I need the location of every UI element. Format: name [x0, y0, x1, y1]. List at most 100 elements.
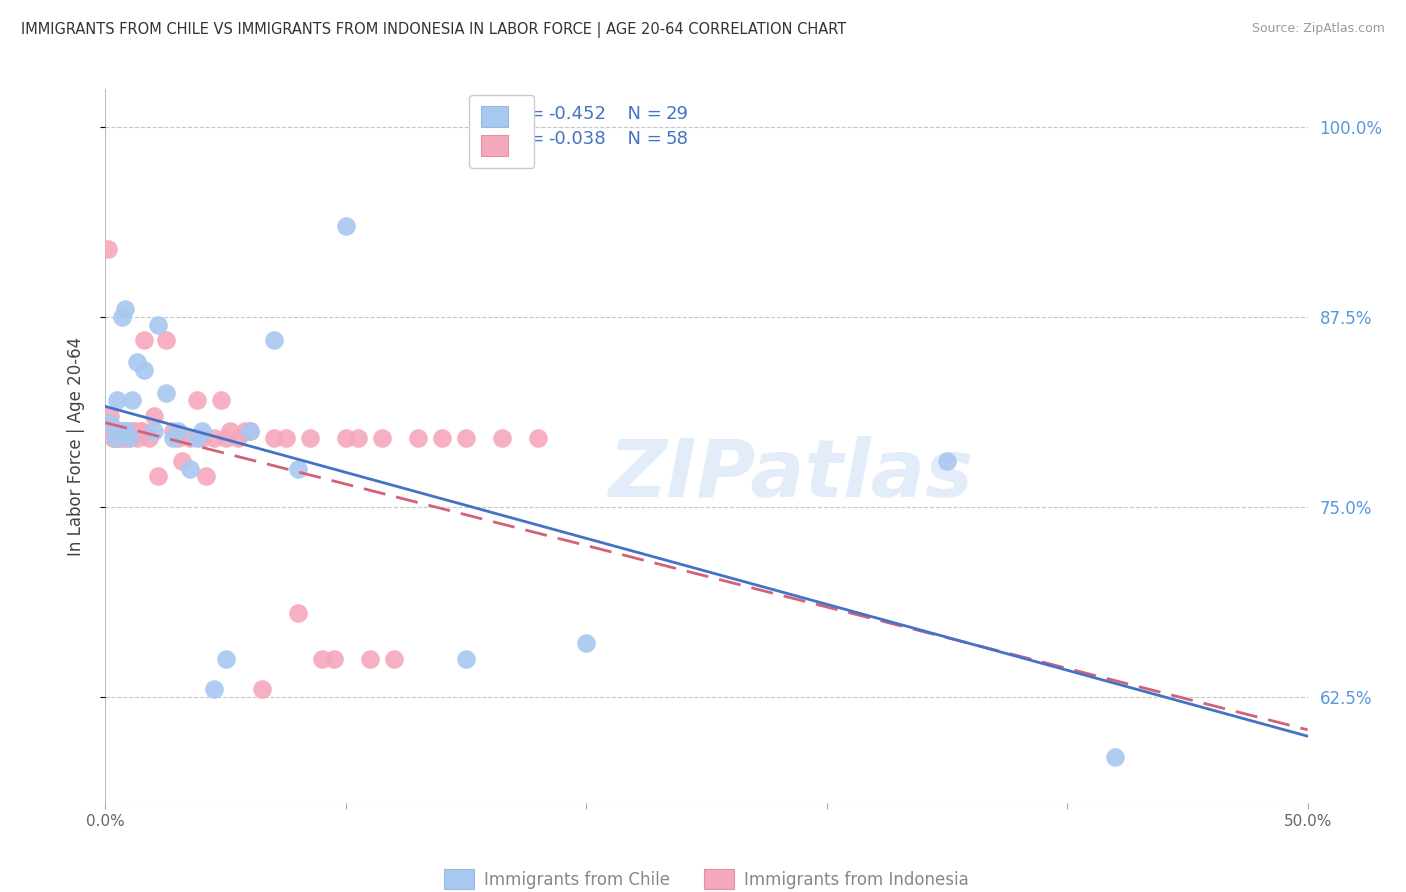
Point	[131, 424, 153, 438]
Point	[155, 333, 177, 347]
Point	[214, 431, 236, 445]
Point	[98, 424, 121, 438]
Point	[179, 431, 201, 445]
Point	[1104, 750, 1126, 764]
Point	[335, 431, 357, 445]
Text: -0.452: -0.452	[548, 105, 606, 123]
Point	[98, 409, 121, 423]
Point	[142, 409, 165, 423]
Point	[114, 431, 136, 445]
Point	[118, 431, 141, 445]
Y-axis label: In Labor Force | Age 20-64: In Labor Force | Age 20-64	[66, 336, 84, 556]
Point	[108, 424, 131, 438]
Point	[263, 333, 285, 347]
Point	[148, 469, 170, 483]
Point	[936, 454, 959, 468]
Point	[179, 462, 201, 476]
Text: N =: N =	[616, 105, 668, 123]
Point	[219, 424, 242, 438]
Point	[104, 431, 127, 445]
Text: R =: R =	[510, 130, 550, 148]
Text: IMMIGRANTS FROM CHILE VS IMMIGRANTS FROM INDONESIA IN LABOR FORCE | AGE 20-64 CO: IMMIGRANTS FROM CHILE VS IMMIGRANTS FROM…	[21, 22, 846, 38]
Text: 58: 58	[665, 130, 689, 148]
Point	[335, 219, 357, 233]
Point	[263, 431, 285, 445]
Point	[162, 424, 184, 438]
Point	[454, 651, 477, 665]
Point	[114, 302, 136, 317]
Point	[250, 681, 273, 696]
Text: 29: 29	[665, 105, 689, 123]
Point	[125, 431, 148, 445]
Point	[287, 462, 309, 476]
Point	[108, 431, 131, 445]
Point	[382, 651, 405, 665]
Point	[98, 416, 121, 430]
Point	[128, 424, 150, 438]
Point	[104, 424, 127, 438]
Point	[111, 310, 134, 324]
Point	[97, 242, 120, 256]
Point	[108, 424, 131, 438]
Point	[406, 431, 429, 445]
Text: Source: ZipAtlas.com: Source: ZipAtlas.com	[1251, 22, 1385, 36]
Point	[107, 424, 129, 438]
Point	[115, 424, 138, 438]
Point	[527, 431, 550, 445]
Point	[104, 431, 127, 445]
Point	[298, 431, 321, 445]
Text: N =: N =	[616, 130, 668, 148]
Point	[172, 454, 194, 468]
Point	[107, 393, 129, 408]
Point	[166, 424, 188, 438]
Point	[226, 431, 249, 445]
Point	[202, 431, 225, 445]
Point	[118, 431, 141, 445]
Point	[311, 651, 333, 665]
Point	[239, 424, 262, 438]
Point	[190, 424, 212, 438]
Point	[190, 431, 212, 445]
Point	[186, 393, 208, 408]
Point	[239, 424, 262, 438]
Point	[121, 393, 143, 408]
Point	[114, 424, 136, 438]
Point	[274, 431, 297, 445]
Text: R =: R =	[510, 105, 550, 123]
Point	[359, 651, 381, 665]
Point	[124, 424, 146, 438]
Point	[107, 431, 129, 445]
Legend:  ,  : ,	[470, 95, 534, 168]
Point	[111, 431, 134, 445]
Point	[186, 431, 208, 445]
Point	[121, 424, 143, 438]
Point	[162, 431, 184, 445]
Point	[454, 431, 477, 445]
Point	[142, 424, 165, 438]
Point	[233, 424, 256, 438]
Point	[430, 431, 453, 445]
Point	[209, 393, 232, 408]
Point	[491, 431, 513, 445]
Point	[371, 431, 394, 445]
Point	[287, 606, 309, 620]
Point	[125, 355, 148, 369]
Point	[322, 651, 344, 665]
Point	[132, 363, 155, 377]
Point	[155, 385, 177, 400]
Point	[101, 424, 124, 438]
Text: ZIPatlas: ZIPatlas	[609, 435, 973, 514]
Point	[132, 333, 155, 347]
Point	[138, 431, 160, 445]
Point	[195, 469, 218, 483]
Point	[214, 651, 236, 665]
Point	[101, 431, 124, 445]
Point	[575, 636, 598, 650]
Point	[115, 424, 138, 438]
Point	[347, 431, 370, 445]
Point	[166, 431, 188, 445]
Point	[202, 681, 225, 696]
Point	[111, 424, 134, 438]
Text: -0.038: -0.038	[548, 130, 606, 148]
Point	[148, 318, 170, 332]
